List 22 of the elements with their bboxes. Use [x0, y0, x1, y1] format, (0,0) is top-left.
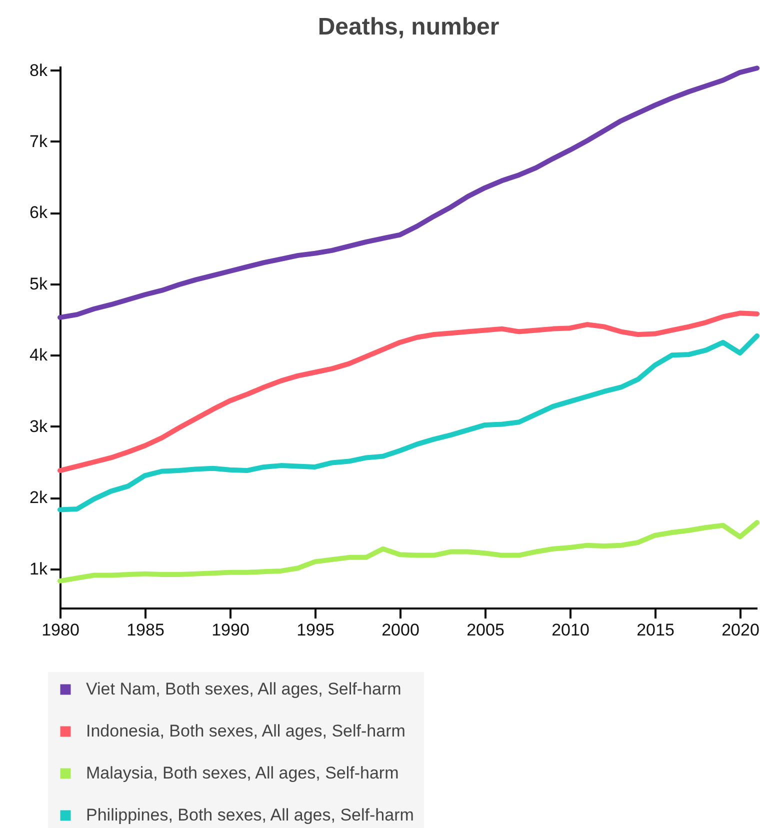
y-tick-label: 4k [30, 346, 48, 365]
x-tick-label: 2000 [382, 620, 420, 640]
x-tick-label: 2015 [636, 620, 674, 640]
x-tick-label: 1995 [296, 620, 334, 640]
x-tick-label: 2010 [552, 620, 590, 640]
y-tick-label: 2k [30, 488, 48, 508]
y-tick-label: 6k [30, 203, 48, 222]
y-tick-label: 1k [30, 559, 48, 578]
chart-title: Deaths, number [318, 13, 500, 40]
y-tick-label: 7k [30, 132, 48, 151]
legend-label: Malaysia, Both sexes, All ages, Self-harm [86, 764, 399, 782]
x-tick-label: 1980 [42, 620, 80, 640]
legend-label: Viet Nam, Both sexes, All ages, Self-harm [86, 680, 402, 698]
legend-label: Philippines, Both sexes, All ages, Self-harm [86, 806, 414, 824]
y-tick-label: 5k [30, 274, 48, 294]
x-tick-label: 1985 [126, 620, 164, 640]
x-tick-label: 2020 [722, 620, 760, 640]
x-tick-label: 1990 [212, 620, 250, 640]
y-tick-label: 3k [30, 416, 48, 436]
legend-label: Indonesia, Both sexes, All ages, Self-harm [86, 722, 406, 740]
x-tick-label: 2005 [466, 620, 504, 640]
y-tick-label: 8k [30, 60, 48, 80]
